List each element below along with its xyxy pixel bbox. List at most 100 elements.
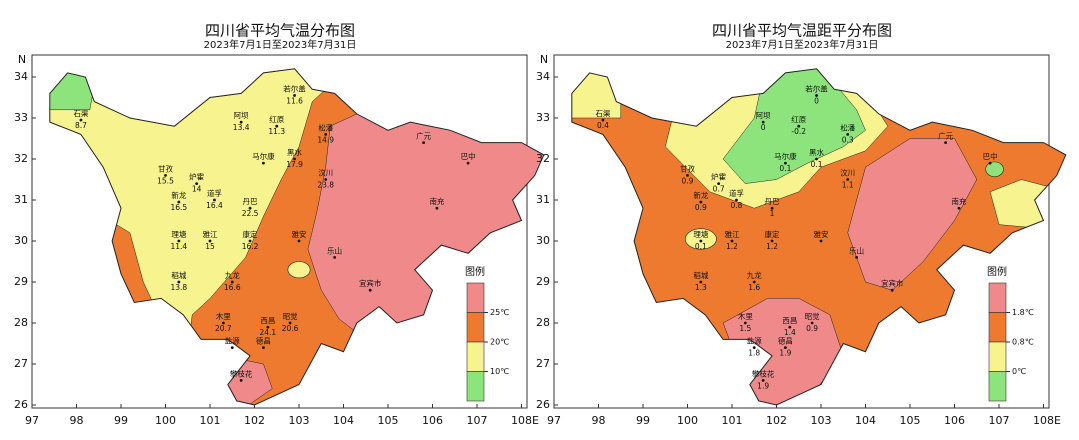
x-tick-label: 97 [547,414,561,427]
station-dot [262,161,265,165]
map-title: 四川省平均气温距平分布图 [712,22,892,40]
x-tick-label: 103 [811,414,832,427]
station-dot [770,206,774,210]
station-dot [743,321,747,325]
station-name: 红原 [791,114,806,124]
station-value: 1.2 [726,242,738,251]
station-dot [752,346,756,349]
station-name: 汶川 [840,168,855,178]
legend-swatch [466,282,485,313]
station-name: 石渠 [595,108,610,118]
legend-label: 0.8℃ [1012,338,1034,347]
station-dot [819,239,823,243]
legend-swatch [988,371,1007,402]
station-dot [79,118,83,122]
station-dot [466,161,470,165]
y-tick-label: 34 [536,70,550,83]
x-tick-label: 107 [467,414,488,427]
station-value: 1 [770,209,775,218]
station-dot [177,200,181,204]
station-value: 17.9 [286,160,303,169]
station-dot [761,379,765,382]
station-value: 20.7 [215,324,232,333]
x-tick-label: 107 [989,414,1010,427]
legend-swatch [466,341,485,372]
station-dot [266,325,270,329]
station-dot [810,321,814,325]
station-value: 1.6 [748,283,760,292]
station-value: 1.2 [766,242,778,251]
province-outline [571,68,1067,406]
station-value: 1.4 [784,328,796,337]
x-tick-label: 100 [155,414,176,427]
station-value: 11.6 [286,96,303,105]
station-value: 13.8 [170,283,187,292]
y-tick-label: 33 [536,111,550,124]
station-name: 德昌 [256,336,271,346]
station-dot [944,141,947,145]
station-dot [164,174,167,177]
station-name: 昭觉 [805,311,820,321]
map-subtitle: 2023年7月1日至2023年7月31日 [726,38,879,51]
station-name: 黑水 [809,147,824,157]
y-tick-label: 27 [14,357,28,370]
station-dot [686,174,689,177]
station-dot [730,239,734,243]
x-tick-label: 99 [114,414,128,427]
station-name: 若尔盖 [283,83,306,93]
y-tick-label: 30 [14,234,28,247]
map-subtitle: 2023年7月1日至2023年7月31日 [204,38,357,51]
station-dot [988,161,992,165]
station-name: 石渠 [73,108,88,118]
x-tick-label: 102 [766,414,787,427]
station-value: 15.5 [157,176,174,185]
station-value: -0.2 [791,127,806,136]
station-name: 道孚 [207,188,222,198]
station-value: 16.5 [170,203,187,212]
station-name: 丹巴 [765,197,780,206]
station-name: 稻城 [693,270,708,280]
station-value: 16.4 [206,201,223,210]
station-dot [262,346,265,349]
station-dot [177,280,181,284]
station-name: 九龙 [747,270,762,280]
station-value: 11.3 [268,127,285,136]
station-name: 盐源 [747,336,762,346]
station-name: 南充 [951,196,966,206]
x-tick-label: 106 [422,414,443,427]
station-value: 16.6 [224,283,241,292]
station-value: 1.9 [779,349,791,358]
station-value: 0.9 [682,176,694,185]
station-name: 甘孜 [680,163,695,173]
station-dot [368,288,372,292]
station-dot [221,321,225,325]
station-name: 阿坝 [234,111,249,120]
y-tick-label: 31 [536,193,550,206]
station-value: 0.3 [842,135,854,144]
station-value: 0.1 [779,164,791,173]
station-name: 理塘 [171,229,186,239]
station-value: 14 [192,185,202,194]
x-tick-label: 108 [511,414,532,427]
station-name: 马尔康 [252,151,275,161]
station-name: 德昌 [778,336,793,346]
legend-label: 1.8℃ [1012,308,1034,317]
station-dot [288,321,292,325]
y-tick-label: 27 [536,357,550,370]
station-name: 昭觉 [283,311,298,321]
station-dot [784,346,787,349]
station-name: 九龙 [225,270,240,280]
legend-swatch [988,341,1007,372]
station-value: 11.4 [170,242,187,251]
station-name: 理塘 [693,229,708,239]
station-name: 炉霍 [189,172,204,182]
station-name: 松潘 [318,122,333,132]
x-tick-label: 104 [855,414,876,427]
y-tick-label: 30 [536,234,550,247]
y-axis-label: N [18,53,26,66]
station-name: 若尔盖 [805,83,828,93]
station-dot [195,182,199,186]
temperature-zone [684,228,717,250]
